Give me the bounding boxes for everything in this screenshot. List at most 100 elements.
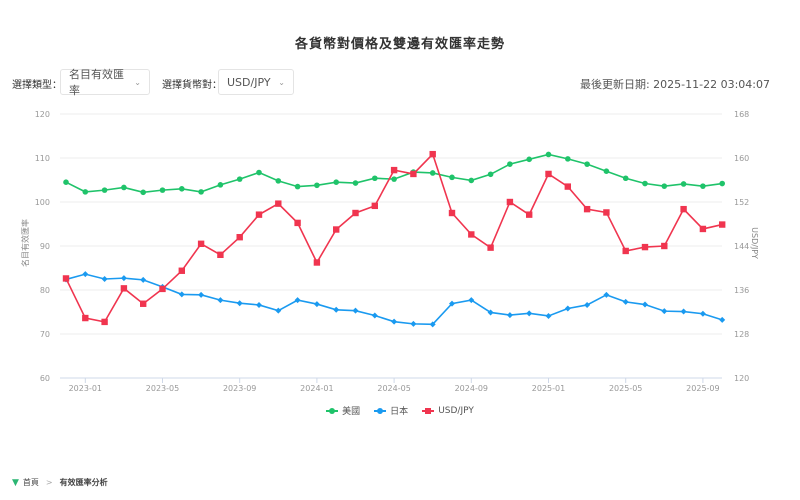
data-point[interactable] xyxy=(603,291,610,298)
data-point[interactable] xyxy=(661,183,668,189)
data-point[interactable] xyxy=(371,312,378,319)
data-point[interactable] xyxy=(699,225,707,233)
data-point[interactable] xyxy=(564,305,571,312)
data-point[interactable] xyxy=(468,231,475,238)
data-point[interactable] xyxy=(120,275,127,282)
data-point[interactable] xyxy=(680,205,687,213)
data-point[interactable] xyxy=(564,183,571,190)
data-point[interactable] xyxy=(256,301,262,308)
data-point[interactable] xyxy=(603,209,610,216)
data-point[interactable] xyxy=(526,156,532,163)
data-point[interactable] xyxy=(661,308,668,315)
data-point[interactable] xyxy=(313,301,320,308)
data-point[interactable] xyxy=(101,187,108,193)
data-point[interactable] xyxy=(719,180,725,187)
data-point[interactable] xyxy=(333,179,340,185)
data-point[interactable] xyxy=(487,244,494,251)
data-point[interactable] xyxy=(449,174,455,181)
data-point[interactable] xyxy=(101,276,108,282)
data-point[interactable] xyxy=(352,209,359,217)
data-point[interactable] xyxy=(468,177,475,184)
data-point[interactable] xyxy=(294,183,301,190)
data-point[interactable] xyxy=(352,180,359,186)
data-point[interactable] xyxy=(641,243,649,251)
data-point[interactable] xyxy=(390,166,398,174)
data-point[interactable] xyxy=(719,221,726,228)
data-point[interactable] xyxy=(507,161,513,167)
breadcrumb-home[interactable]: 首頁 xyxy=(22,478,39,487)
data-point[interactable] xyxy=(372,175,378,182)
data-point[interactable] xyxy=(468,297,475,304)
data-point[interactable] xyxy=(178,291,185,298)
data-point[interactable] xyxy=(622,247,629,255)
data-point[interactable] xyxy=(642,301,648,308)
data-point[interactable] xyxy=(333,306,340,313)
data-point[interactable] xyxy=(700,183,706,189)
data-point[interactable] xyxy=(120,285,128,292)
data-point[interactable] xyxy=(236,176,243,182)
data-point[interactable] xyxy=(680,181,687,187)
data-point[interactable] xyxy=(159,285,166,293)
data-point[interactable] xyxy=(429,150,436,158)
data-point[interactable] xyxy=(333,226,340,233)
data-point[interactable] xyxy=(82,189,89,195)
data-point[interactable] xyxy=(62,275,70,282)
data-point[interactable] xyxy=(429,170,436,176)
data-point[interactable] xyxy=(545,170,552,178)
data-point[interactable] xyxy=(506,312,513,319)
legend-item-japan[interactable]: 日本 xyxy=(374,404,408,417)
data-point[interactable] xyxy=(622,175,629,182)
data-point[interactable] xyxy=(429,321,436,328)
data-point[interactable] xyxy=(140,276,147,283)
data-point[interactable] xyxy=(256,169,262,176)
data-point[interactable] xyxy=(642,180,648,187)
data-point[interactable] xyxy=(526,211,533,218)
pair-select[interactable]: USD/JPY ⌄ xyxy=(218,69,294,95)
data-point[interactable] xyxy=(680,308,687,315)
data-point[interactable] xyxy=(449,300,455,307)
data-point[interactable] xyxy=(217,182,224,188)
data-point[interactable] xyxy=(255,211,263,218)
data-point[interactable] xyxy=(410,170,417,178)
data-point[interactable] xyxy=(584,161,590,167)
data-point[interactable] xyxy=(371,202,378,210)
data-point[interactable] xyxy=(622,298,629,305)
data-point[interactable] xyxy=(217,251,224,258)
data-point[interactable] xyxy=(584,301,591,308)
data-point[interactable] xyxy=(391,318,398,325)
data-point[interactable] xyxy=(410,320,417,327)
data-point[interactable] xyxy=(294,219,301,227)
data-point[interactable] xyxy=(391,176,397,182)
data-point[interactable] xyxy=(545,312,552,319)
data-point[interactable] xyxy=(217,297,224,304)
data-point[interactable] xyxy=(699,310,706,317)
data-point[interactable] xyxy=(236,234,243,241)
data-point[interactable] xyxy=(197,240,205,247)
legend-item-us[interactable]: 美國 xyxy=(326,404,360,417)
legend-item-usdjpy[interactable]: USD/JPY xyxy=(422,404,474,417)
data-point[interactable] xyxy=(448,209,456,217)
type-select[interactable]: 名目有效匯率 ⌄ xyxy=(60,68,150,97)
data-point[interactable] xyxy=(121,184,127,191)
data-point[interactable] xyxy=(313,259,321,266)
data-point[interactable] xyxy=(179,186,185,192)
data-point[interactable] xyxy=(198,189,204,195)
data-point[interactable] xyxy=(236,300,243,307)
data-point[interactable] xyxy=(314,182,320,189)
data-point[interactable] xyxy=(352,307,359,314)
data-point[interactable] xyxy=(506,198,514,206)
data-point[interactable] xyxy=(487,309,494,316)
data-point[interactable] xyxy=(140,189,146,196)
data-point[interactable] xyxy=(294,297,301,304)
data-point[interactable] xyxy=(198,291,205,298)
data-point[interactable] xyxy=(63,179,69,185)
data-point[interactable] xyxy=(275,178,282,184)
data-point[interactable] xyxy=(487,171,494,178)
data-point[interactable] xyxy=(82,314,89,322)
data-point[interactable] xyxy=(275,200,282,207)
data-point[interactable] xyxy=(140,300,147,307)
data-point[interactable] xyxy=(603,168,610,174)
data-point[interactable] xyxy=(545,151,552,158)
data-point[interactable] xyxy=(719,316,726,323)
data-point[interactable] xyxy=(178,267,185,274)
